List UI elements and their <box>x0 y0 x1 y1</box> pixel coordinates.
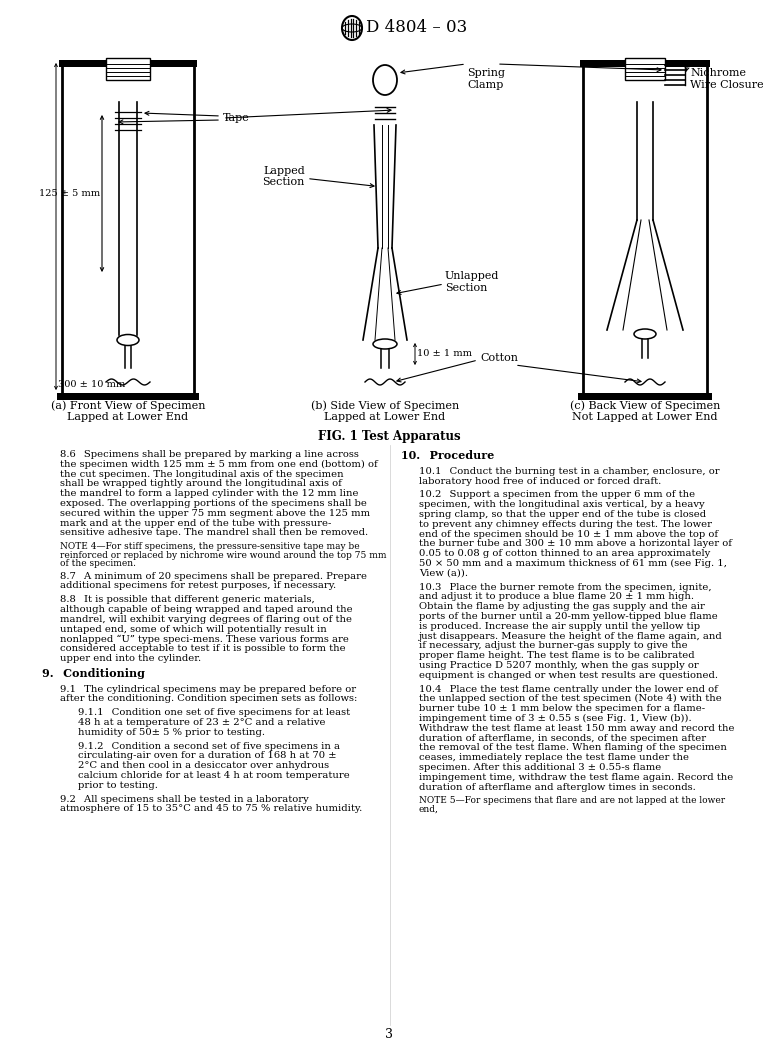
Text: Tape: Tape <box>223 113 250 123</box>
Text: Obtain the flame by adjusting the gas supply and the air: Obtain the flame by adjusting the gas su… <box>419 602 705 611</box>
Text: laboratory hood free of induced or forced draft.: laboratory hood free of induced or force… <box>419 477 661 485</box>
Text: Cotton: Cotton <box>480 353 518 363</box>
Text: 9.2  All specimens shall be tested in a laboratory: 9.2 All specimens shall be tested in a l… <box>60 794 309 804</box>
Text: shall be wrapped tightly around the longitudinal axis of: shall be wrapped tightly around the long… <box>60 480 342 488</box>
Bar <box>59 60 197 67</box>
Text: duration of afterflame, in seconds, of the specimen after: duration of afterflame, in seconds, of t… <box>419 734 706 742</box>
Text: 3: 3 <box>385 1029 393 1041</box>
Text: 9.1.2  Condition a second set of five specimens in a: 9.1.2 Condition a second set of five spe… <box>78 741 340 751</box>
Bar <box>580 60 710 67</box>
Text: Lapped
Section: Lapped Section <box>263 166 305 187</box>
Text: duration of afterflame and afterglow times in seconds.: duration of afterflame and afterglow tim… <box>419 783 696 791</box>
Text: (b) Side View of Specimen
Lapped at Lower End: (b) Side View of Specimen Lapped at Lowe… <box>311 400 459 423</box>
Text: the mandrel to form a lapped cylinder with the 12 mm line: the mandrel to form a lapped cylinder wi… <box>60 489 359 499</box>
Text: 50 × 50 mm and a maximum thickness of 61 mm (see Fig. 1,: 50 × 50 mm and a maximum thickness of 61… <box>419 559 727 568</box>
Text: ports of the burner until a 20-mm yellow-tipped blue flame: ports of the burner until a 20-mm yellow… <box>419 612 718 620</box>
Text: end of the specimen should be 10 ± 1 mm above the top of: end of the specimen should be 10 ± 1 mm … <box>419 530 718 538</box>
Text: the burner tube and 300 ± 10 mm above a horizontal layer of: the burner tube and 300 ± 10 mm above a … <box>419 539 732 549</box>
Bar <box>578 393 712 400</box>
Text: nonlapped “U” type speci-mens. These various forms are: nonlapped “U” type speci-mens. These var… <box>60 635 349 643</box>
Text: using Practice D 5207 monthly, when the gas supply or: using Practice D 5207 monthly, when the … <box>419 661 699 670</box>
Text: exposed. The overlapping portions of the specimens shall be: exposed. The overlapping portions of the… <box>60 499 367 508</box>
Text: prior to testing.: prior to testing. <box>78 781 158 790</box>
Ellipse shape <box>342 16 362 40</box>
Text: NOTE 4—For stiff specimens, the pressure-sensitive tape may be: NOTE 4—For stiff specimens, the pressure… <box>60 542 359 551</box>
Text: is produced. Increase the air supply until the yellow tip: is produced. Increase the air supply unt… <box>419 621 700 631</box>
Text: Nichrome
Wire Closure: Nichrome Wire Closure <box>690 68 764 90</box>
Text: D 4804 – 03: D 4804 – 03 <box>366 20 468 36</box>
Text: burner tube 10 ± 1 mm below the specimen for a flame-: burner tube 10 ± 1 mm below the specimen… <box>419 704 705 713</box>
Text: 0.05 to 0.08 g of cotton thinned to an area approximately: 0.05 to 0.08 g of cotton thinned to an a… <box>419 550 710 558</box>
Text: sensitive adhesive tape. The mandrel shall then be removed.: sensitive adhesive tape. The mandrel sha… <box>60 529 368 537</box>
Text: 8.6  Specimens shall be prepared by marking a line across: 8.6 Specimens shall be prepared by marki… <box>60 450 359 459</box>
Text: the removal of the test flame. When flaming of the specimen: the removal of the test flame. When flam… <box>419 743 727 753</box>
Text: mandrel, will exhibit varying degrees of flaring out of the: mandrel, will exhibit varying degrees of… <box>60 615 352 624</box>
Text: 10.  Procedure: 10. Procedure <box>401 450 494 461</box>
Text: after the conditioning. Condition specimen sets as follows:: after the conditioning. Condition specim… <box>60 694 357 704</box>
Text: View (a)).: View (a)). <box>419 568 468 578</box>
Text: Spring
Clamp: Spring Clamp <box>467 68 505 90</box>
Text: impingement time of 3 ± 0.55 s (see Fig. 1, View (b)).: impingement time of 3 ± 0.55 s (see Fig.… <box>419 714 692 723</box>
Text: 9.1  The cylindrical specimens may be prepared before or: 9.1 The cylindrical specimens may be pre… <box>60 685 356 693</box>
Text: although capable of being wrapped and taped around the: although capable of being wrapped and ta… <box>60 605 352 614</box>
Ellipse shape <box>117 334 139 346</box>
Text: considered acceptable to test if it is possible to form the: considered acceptable to test if it is p… <box>60 644 345 654</box>
Text: 10.4  Place the test flame centrally under the lower end of: 10.4 Place the test flame centrally unde… <box>419 685 718 693</box>
Text: circulating-air oven for a duration of 168 h at 70 ±: circulating-air oven for a duration of 1… <box>78 752 337 760</box>
Text: FIG. 1 Test Apparatus: FIG. 1 Test Apparatus <box>317 430 461 443</box>
Text: just disappears. Measure the height of the flame again, and: just disappears. Measure the height of t… <box>419 632 723 640</box>
Ellipse shape <box>634 329 656 339</box>
Text: additional specimens for retest purposes, if necessary.: additional specimens for retest purposes… <box>60 582 336 590</box>
Text: impingement time, withdraw the test flame again. Record the: impingement time, withdraw the test flam… <box>419 772 733 782</box>
Text: 8.8  It is possible that different generic materials,: 8.8 It is possible that different generi… <box>60 595 315 604</box>
Bar <box>57 393 199 400</box>
Ellipse shape <box>373 339 397 349</box>
Bar <box>625 58 665 80</box>
Text: ceases, immediately replace the test flame under the: ceases, immediately replace the test fla… <box>419 753 689 762</box>
Text: spring clamp, so that the upper end of the tube is closed: spring clamp, so that the upper end of t… <box>419 510 706 519</box>
Text: calcium chloride for at least 4 h at room temperature: calcium chloride for at least 4 h at roo… <box>78 771 350 780</box>
Text: Withdraw the test flame at least 150 mm away and record the: Withdraw the test flame at least 150 mm … <box>419 723 734 733</box>
Text: 48 h at a temperature of 23 ± 2°C and a relative: 48 h at a temperature of 23 ± 2°C and a … <box>78 718 325 727</box>
Text: 10.1  Conduct the burning test in a chamber, enclosure, or: 10.1 Conduct the burning test in a chamb… <box>419 466 720 476</box>
Text: the cut specimen. The longitudinal axis of the specimen: the cut specimen. The longitudinal axis … <box>60 469 344 479</box>
Text: 10.2  Support a specimen from the upper 6 mm of the: 10.2 Support a specimen from the upper 6… <box>419 490 695 500</box>
Text: and adjust it to produce a blue flame 20 ± 1 mm high.: and adjust it to produce a blue flame 20… <box>419 592 694 602</box>
Text: end,: end, <box>419 805 439 814</box>
Text: 10 ± 1 mm: 10 ± 1 mm <box>417 350 472 358</box>
Text: specimen. After this additional 3 ± 0.55-s flame: specimen. After this additional 3 ± 0.55… <box>419 763 661 772</box>
Text: mark and at the upper end of the tube with pressure-: mark and at the upper end of the tube wi… <box>60 518 331 528</box>
Text: Unlapped
Section: Unlapped Section <box>445 272 499 293</box>
Text: if necessary, adjust the burner-gas supply to give the: if necessary, adjust the burner-gas supp… <box>419 641 688 651</box>
Text: 8.7  A minimum of 20 specimens shall be prepared. Prepare: 8.7 A minimum of 20 specimens shall be p… <box>60 572 367 581</box>
Text: the unlapped section of the test specimen (Note 4) with the: the unlapped section of the test specime… <box>419 694 722 704</box>
Text: 10.3  Place the burner remote from the specimen, ignite,: 10.3 Place the burner remote from the sp… <box>419 583 712 591</box>
Text: (c) Back View of Specimen
Not Lapped at Lower End: (c) Back View of Specimen Not Lapped at … <box>569 400 720 423</box>
Text: humidity of 50± 5 % prior to testing.: humidity of 50± 5 % prior to testing. <box>78 728 265 737</box>
Text: 300 ± 10 mm: 300 ± 10 mm <box>58 380 125 389</box>
Text: to prevent any chimney effects during the test. The lower: to prevent any chimney effects during th… <box>419 519 712 529</box>
Text: proper flame height. The test flame is to be calibrated: proper flame height. The test flame is t… <box>419 651 695 660</box>
Text: upper end into the cylinder.: upper end into the cylinder. <box>60 654 202 663</box>
Text: atmosphere of 15 to 35°C and 45 to 75 % relative humidity.: atmosphere of 15 to 35°C and 45 to 75 % … <box>60 805 363 813</box>
Text: NOTE 5—For specimens that flare and are not lapped at the lower: NOTE 5—For specimens that flare and are … <box>419 796 725 806</box>
Text: of the specimen.: of the specimen. <box>60 559 136 568</box>
Text: secured within the upper 75 mm segment above the 125 mm: secured within the upper 75 mm segment a… <box>60 509 370 517</box>
Text: 125 ± 5 mm: 125 ± 5 mm <box>39 189 100 198</box>
Bar <box>106 58 150 80</box>
Ellipse shape <box>373 65 397 95</box>
Text: the specimen width 125 mm ± 5 mm from one end (bottom) of: the specimen width 125 mm ± 5 mm from on… <box>60 460 378 468</box>
Text: (a) Front View of Specimen
Lapped at Lower End: (a) Front View of Specimen Lapped at Low… <box>51 400 205 423</box>
Text: untaped end, some of which will potentially result in: untaped end, some of which will potentia… <box>60 625 327 634</box>
Text: 9.  Conditioning: 9. Conditioning <box>42 668 145 679</box>
Text: specimen, with the longitudinal axis vertical, by a heavy: specimen, with the longitudinal axis ver… <box>419 500 705 509</box>
Text: 2°C and then cool in a desiccator over anhydrous: 2°C and then cool in a desiccator over a… <box>78 761 329 770</box>
Text: reinforced or replaced by nichrome wire wound around the top 75 mm: reinforced or replaced by nichrome wire … <box>60 551 387 560</box>
Text: equipment is changed or when test results are questioned.: equipment is changed or when test result… <box>419 670 718 680</box>
Text: 9.1.1  Condition one set of five specimens for at least: 9.1.1 Condition one set of five specimen… <box>78 708 350 717</box>
